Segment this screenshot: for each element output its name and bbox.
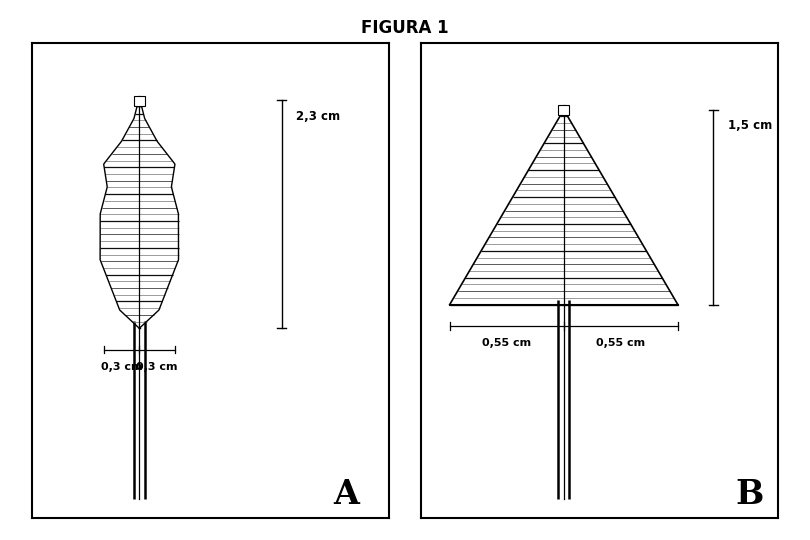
Bar bbox=[134, 96, 145, 106]
Text: A: A bbox=[333, 478, 359, 511]
Text: 0,55 cm: 0,55 cm bbox=[482, 338, 531, 348]
Text: 2,3 cm: 2,3 cm bbox=[296, 110, 340, 123]
Text: FIGURA 1: FIGURA 1 bbox=[361, 19, 449, 37]
Text: 1,5 cm: 1,5 cm bbox=[727, 119, 772, 132]
Text: 0,3 cm: 0,3 cm bbox=[100, 362, 143, 372]
Bar bbox=[558, 105, 569, 115]
Text: 0,55 cm: 0,55 cm bbox=[596, 338, 646, 348]
Text: B: B bbox=[735, 478, 763, 511]
Text: 0,3 cm: 0,3 cm bbox=[136, 362, 178, 372]
